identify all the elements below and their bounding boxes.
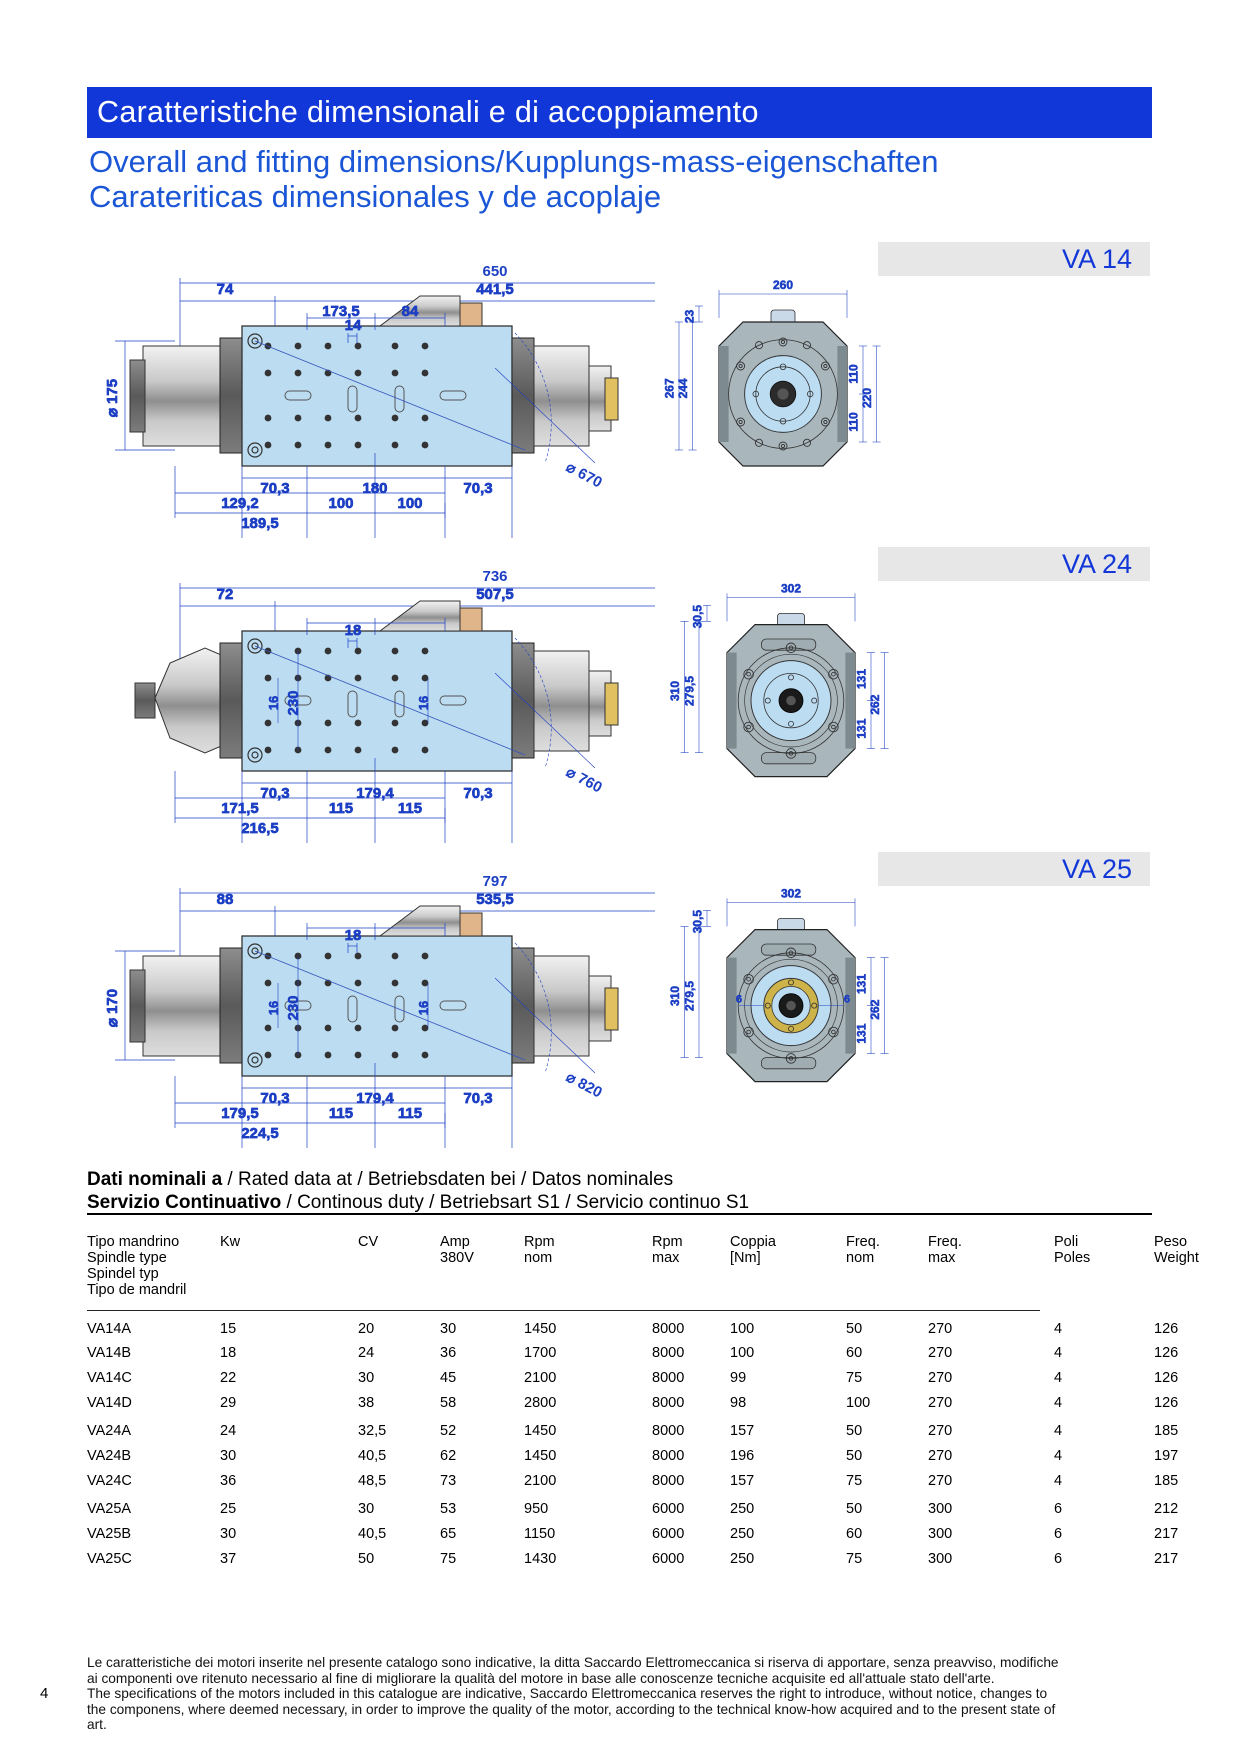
svg-text:224,5: 224,5 bbox=[241, 1125, 279, 1142]
svg-text:115: 115 bbox=[329, 800, 353, 817]
svg-text:110: 110 bbox=[846, 364, 860, 384]
svg-text:189,5: 189,5 bbox=[241, 515, 279, 532]
svg-text:70,3: 70,3 bbox=[260, 480, 289, 497]
svg-text:⌀ 670: ⌀ 670 bbox=[563, 459, 605, 492]
svg-text:110: 110 bbox=[846, 412, 860, 432]
svg-text:14: 14 bbox=[345, 317, 362, 334]
svg-text:70,3: 70,3 bbox=[463, 785, 492, 802]
svg-text:736: 736 bbox=[482, 568, 507, 585]
svg-text:16: 16 bbox=[416, 1001, 431, 1015]
svg-text:441,5: 441,5 bbox=[476, 281, 514, 298]
svg-text:180: 180 bbox=[362, 480, 387, 497]
svg-text:23: 23 bbox=[682, 309, 696, 323]
svg-text:262: 262 bbox=[868, 694, 882, 714]
svg-text:70,3: 70,3 bbox=[463, 480, 492, 497]
svg-text:216,5: 216,5 bbox=[241, 820, 279, 837]
svg-text:100: 100 bbox=[328, 495, 353, 512]
svg-text:6: 6 bbox=[844, 993, 850, 1005]
svg-text:131: 131 bbox=[854, 1023, 868, 1043]
svg-text:230: 230 bbox=[285, 690, 302, 715]
svg-text:74: 74 bbox=[217, 281, 234, 298]
svg-text:310: 310 bbox=[668, 986, 682, 1006]
svg-text:18: 18 bbox=[345, 622, 362, 639]
svg-text:70,3: 70,3 bbox=[260, 1090, 289, 1107]
svg-text:70,3: 70,3 bbox=[260, 785, 289, 802]
svg-text:⌀ 175: ⌀ 175 bbox=[104, 379, 121, 417]
svg-text:⌀ 760: ⌀ 760 bbox=[563, 764, 605, 797]
svg-text:260: 260 bbox=[773, 278, 793, 292]
svg-text:302: 302 bbox=[781, 582, 801, 596]
svg-text:179,5: 179,5 bbox=[221, 1105, 259, 1122]
svg-text:131: 131 bbox=[854, 669, 868, 689]
svg-text:244: 244 bbox=[676, 378, 690, 398]
svg-text:72: 72 bbox=[217, 586, 234, 603]
svg-text:171,5: 171,5 bbox=[221, 800, 259, 817]
svg-text:310: 310 bbox=[668, 681, 682, 701]
svg-text:507,5: 507,5 bbox=[476, 586, 514, 603]
svg-text:279,5: 279,5 bbox=[682, 676, 696, 706]
svg-text:230: 230 bbox=[285, 995, 302, 1020]
svg-text:30,5: 30,5 bbox=[690, 910, 704, 934]
svg-text:100: 100 bbox=[397, 495, 422, 512]
svg-text:797: 797 bbox=[482, 873, 507, 890]
svg-text:88: 88 bbox=[217, 891, 234, 908]
svg-text:129,2: 129,2 bbox=[221, 495, 259, 512]
svg-text:262: 262 bbox=[868, 999, 882, 1019]
svg-text:⌀ 820: ⌀ 820 bbox=[563, 1069, 605, 1102]
svg-text:131: 131 bbox=[854, 718, 868, 738]
svg-text:⌀ 170: ⌀ 170 bbox=[104, 989, 121, 1027]
svg-text:220: 220 bbox=[860, 388, 874, 408]
svg-text:16: 16 bbox=[266, 1001, 281, 1015]
svg-text:115: 115 bbox=[329, 1105, 353, 1122]
svg-text:535,5: 535,5 bbox=[476, 891, 514, 908]
svg-text:279,5: 279,5 bbox=[682, 981, 696, 1011]
svg-text:70,3: 70,3 bbox=[463, 1090, 492, 1107]
svg-text:131: 131 bbox=[854, 974, 868, 994]
svg-text:267: 267 bbox=[662, 378, 676, 398]
svg-text:179,4: 179,4 bbox=[356, 785, 394, 802]
svg-text:302: 302 bbox=[781, 887, 801, 901]
svg-text:84: 84 bbox=[402, 303, 419, 320]
svg-text:16: 16 bbox=[416, 696, 431, 710]
svg-text:179,4: 179,4 bbox=[356, 1090, 394, 1107]
svg-text:18: 18 bbox=[345, 927, 362, 944]
svg-text:115: 115 bbox=[398, 800, 422, 817]
svg-text:6: 6 bbox=[736, 993, 742, 1005]
svg-text:30,5: 30,5 bbox=[690, 605, 704, 629]
svg-text:115: 115 bbox=[398, 1105, 422, 1122]
svg-text:650: 650 bbox=[482, 263, 507, 280]
svg-text:16: 16 bbox=[266, 696, 281, 710]
